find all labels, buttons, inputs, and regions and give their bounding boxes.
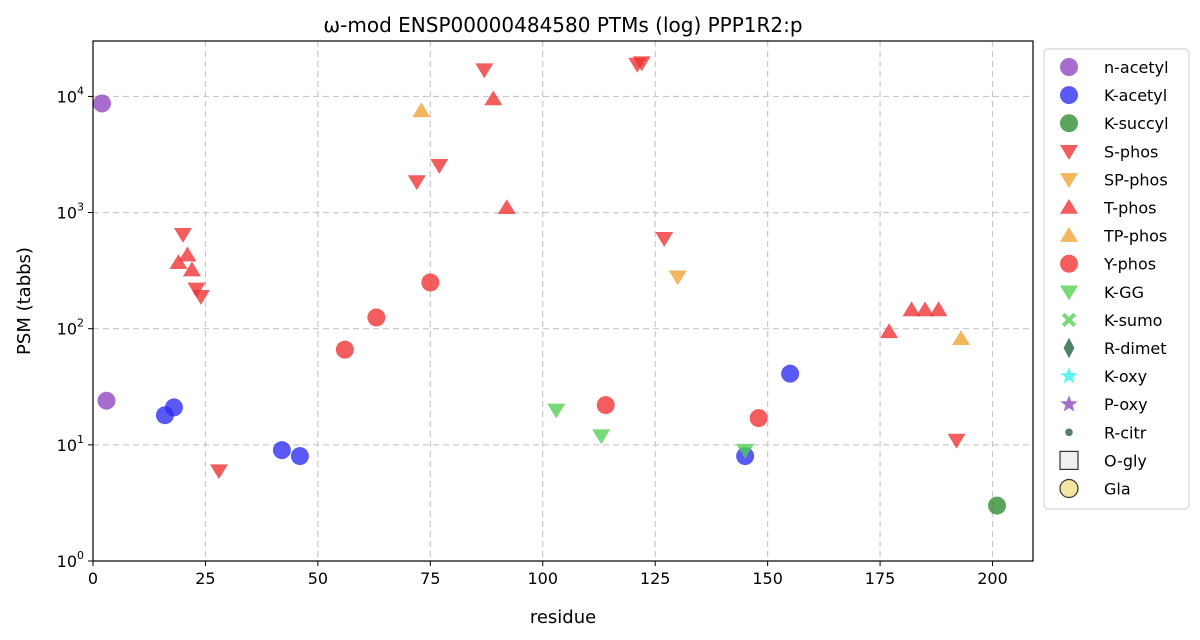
point-y-phos	[596, 396, 615, 415]
legend-marker-n-acetyl	[1060, 58, 1078, 76]
point-k-acetyl	[164, 398, 183, 417]
point-k-gg	[547, 403, 566, 419]
legend-marker-s-phos	[1060, 145, 1078, 160]
y-axis-title: PSM (tabbs)	[14, 247, 35, 355]
grid-lines	[93, 41, 1033, 561]
x-tick-label: 0	[88, 569, 98, 588]
point-s-phos	[632, 56, 651, 72]
x-axis: 0 25 50 75 100 125 150 175 200	[88, 561, 1008, 588]
legend-marker-y-phos	[1060, 254, 1078, 273]
legend-marker-p-oxy	[1060, 395, 1078, 412]
point-k-acetyl	[781, 364, 800, 383]
point-t-phos	[169, 254, 188, 270]
legend-marker-k-acetyl	[1060, 86, 1078, 105]
legend-label-gla: Gla	[1104, 480, 1131, 499]
legend-label-sp-phos: SP-phos	[1104, 170, 1168, 189]
x-tick-label: 50	[308, 569, 328, 588]
legend-marker-r-citr	[1065, 428, 1073, 437]
point-s-phos	[475, 63, 494, 79]
legend-label-tp-phos: TP-phos	[1103, 227, 1167, 246]
legend-label-r-citr: R-citr	[1104, 423, 1147, 442]
legend-marker-t-phos	[1060, 198, 1078, 214]
point-k-gg	[736, 443, 755, 459]
point-s-phos	[430, 159, 449, 174]
legend-label-k-sumo: K-sumo	[1104, 311, 1162, 330]
point-t-phos	[916, 301, 935, 317]
legend-label-k-gg: K-GG	[1104, 283, 1144, 302]
legend-marker-k-gg	[1060, 285, 1078, 301]
x-tick-label: 100	[527, 569, 558, 588]
point-s-phos	[209, 464, 228, 480]
x-tick-label: 75	[420, 569, 440, 588]
point-k-acetyl	[290, 447, 309, 466]
legend-marker-gla	[1059, 478, 1079, 499]
point-n-acetyl	[97, 391, 116, 410]
point-y-phos	[749, 409, 768, 428]
point-s-phos	[173, 227, 192, 243]
legend-label-s-phos: S-phos	[1104, 142, 1158, 161]
point-s-phos	[655, 232, 674, 247]
point-t-phos	[929, 301, 948, 317]
point-tp-phos	[412, 102, 431, 118]
legend-label-p-oxy: P-oxy	[1104, 395, 1148, 414]
legend-label-k-acetyl: K-acetyl	[1104, 86, 1167, 105]
legend-marker-r-dimet	[1063, 337, 1075, 359]
point-s-phos	[407, 175, 426, 191]
point-t-phos	[902, 301, 921, 317]
legend-label-n-acetyl: n-acetyl	[1104, 58, 1169, 77]
point-t-phos	[178, 246, 197, 262]
point-y-phos	[421, 273, 440, 292]
x-tick-label: 150	[752, 569, 783, 588]
chart-title: ω-mod ENSP00000484580 PTMs (log) PPP1R2:…	[323, 13, 802, 37]
point-n-acetyl	[92, 94, 111, 113]
point-k-succyl	[988, 496, 1007, 515]
point-tp-phos	[952, 330, 971, 346]
point-t-phos	[497, 199, 516, 215]
legend-marker-k-succyl	[1060, 114, 1078, 133]
legend-marker-o-gly	[1059, 450, 1079, 470]
point-k-gg	[592, 429, 611, 445]
legend-label-o-gly: O-gly	[1104, 451, 1147, 470]
legend-label-k-oxy: K-oxy	[1104, 367, 1147, 386]
legend-label-k-succyl: K-succyl	[1104, 114, 1169, 133]
point-y-phos	[335, 340, 354, 359]
point-k-acetyl	[272, 441, 291, 460]
x-tick-label: 25	[195, 569, 215, 588]
point-s-phos	[947, 433, 966, 449]
legend-label-r-dimet: R-dimet	[1104, 339, 1167, 358]
point-t-phos	[484, 90, 503, 106]
legend-label-y-phos: Y-phos	[1103, 255, 1156, 274]
point-t-phos	[880, 323, 899, 339]
legend-marker-sp-phos	[1060, 173, 1078, 188]
x-tick-label: 200	[977, 569, 1008, 588]
x-axis-title: residue	[530, 607, 596, 628]
legend-label-t-phos: T-phos	[1103, 199, 1157, 218]
x-tick-label: 125	[640, 569, 671, 588]
point-t-phos	[182, 261, 201, 277]
legend-marker-tp-phos	[1060, 227, 1078, 242]
legend-marker-k-oxy	[1060, 367, 1078, 384]
point-sp-phos	[668, 270, 687, 286]
plot-frame	[92, 40, 1034, 562]
x-tick-label: 175	[865, 569, 896, 588]
point-s-phos	[191, 290, 210, 305]
legend-box	[1043, 48, 1190, 510]
legend: n-acetyl K-acetyl K-succyl S-phos SP-phos T-p…	[1043, 48, 1190, 510]
data-points	[92, 56, 1007, 515]
legend-marker-k-sumo	[1061, 312, 1077, 328]
point-y-phos	[367, 308, 386, 327]
